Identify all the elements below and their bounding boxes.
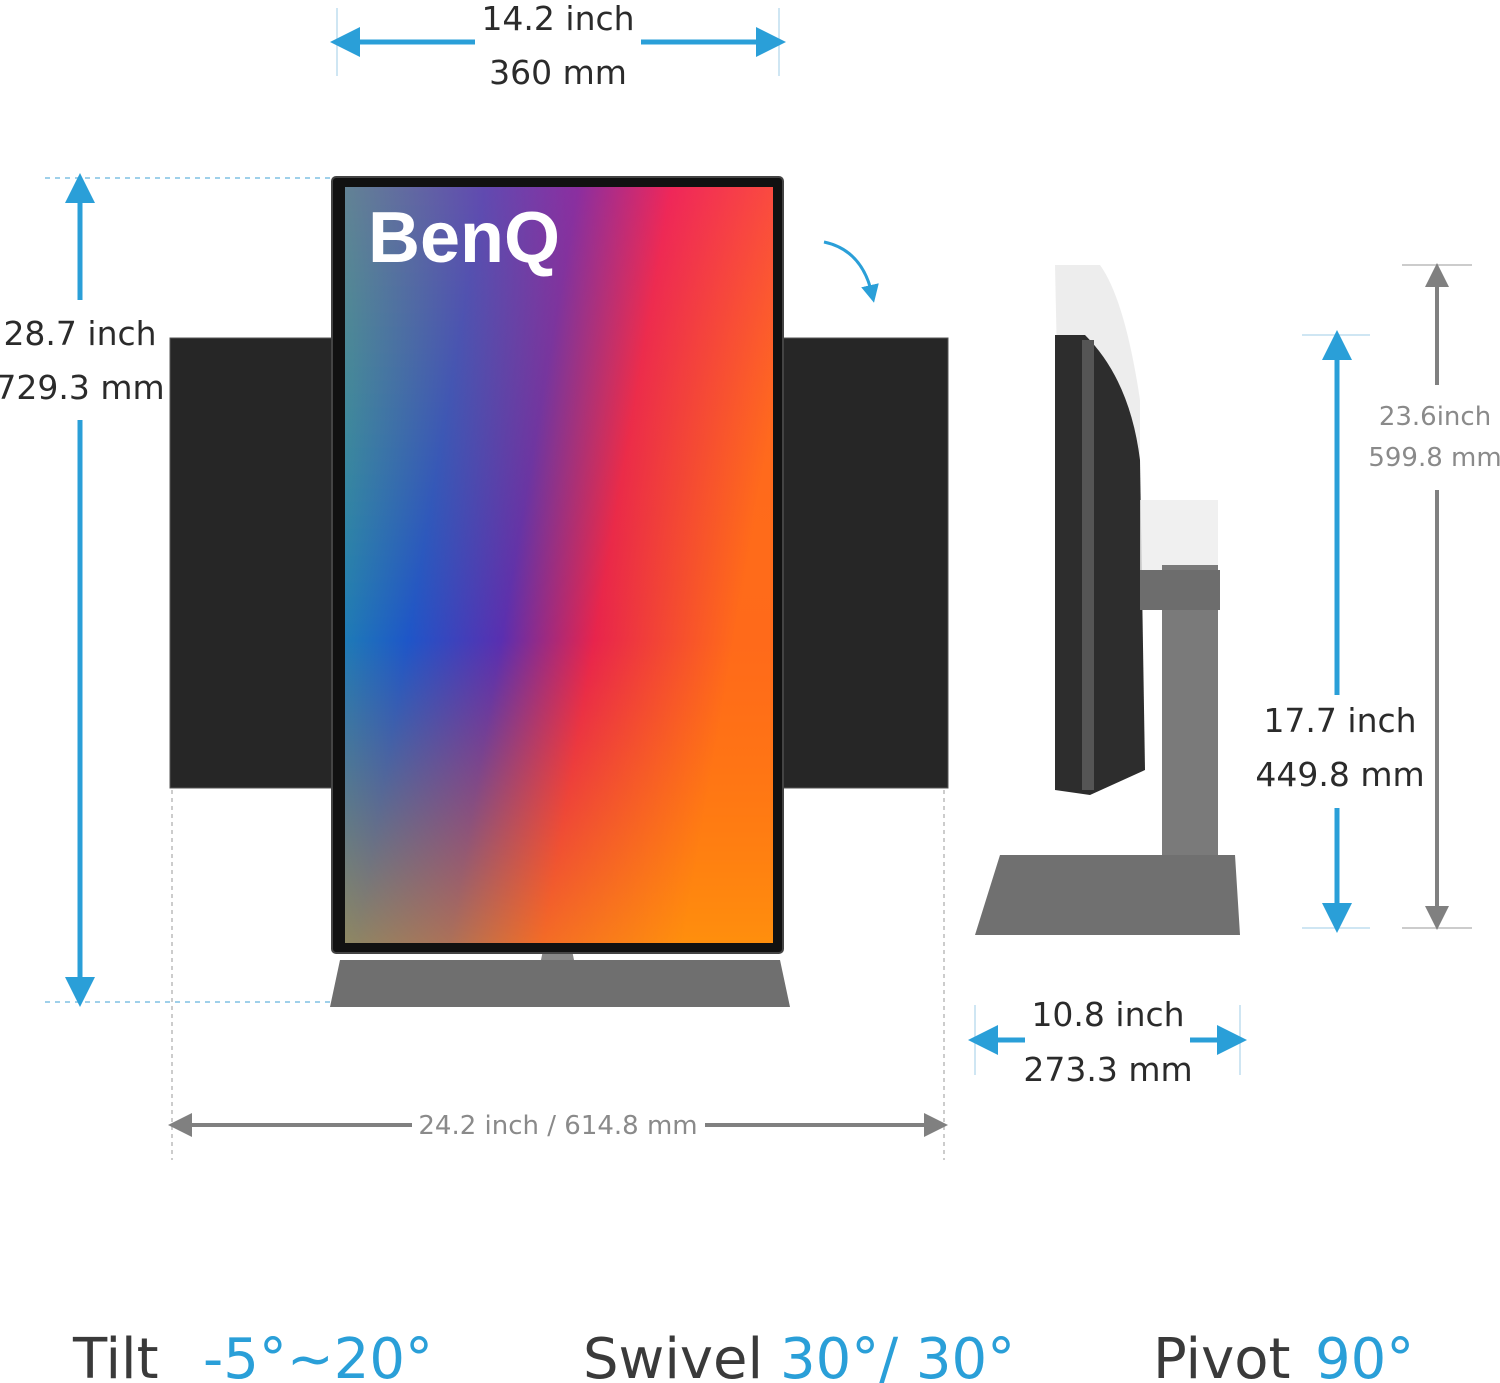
benq-logo: BenQ bbox=[368, 198, 560, 278]
monitor-side-view bbox=[975, 265, 1240, 935]
stand-base bbox=[330, 960, 790, 1007]
feature-value: -5°~20° bbox=[203, 1327, 433, 1383]
feature-label: Pivot bbox=[1153, 1327, 1290, 1383]
feature-value: 30°/ 30° bbox=[780, 1327, 1015, 1383]
adjust-height-dimension: 17.7 inch 449.8 mm bbox=[1255, 330, 1425, 933]
depth-dimension: 10.8 inch 273.3 mm bbox=[968, 995, 1247, 1089]
pivot-arrow-icon bbox=[823, 240, 879, 303]
depth-mm: 273.3 mm bbox=[1023, 1050, 1192, 1089]
max-height-mm: 729.3 mm bbox=[0, 368, 165, 407]
overall-width-label: 24.2 inch / 614.8 mm bbox=[418, 1111, 697, 1141]
side-stand-base bbox=[975, 855, 1240, 935]
feature-label: Swivel bbox=[583, 1327, 763, 1383]
portrait-monitor-front: BenQ bbox=[330, 176, 790, 1007]
feature-value: 90° bbox=[1315, 1327, 1414, 1383]
side-height-dimension: 23.6inch 599.8 mm bbox=[1368, 263, 1500, 930]
side-height-mm: 599.8 mm bbox=[1368, 443, 1500, 473]
screen-width-mm: 360 mm bbox=[489, 53, 627, 92]
feature-tilt: Tilt -5°~20° bbox=[72, 1327, 433, 1383]
overall-width-dimension: 24.2 inch / 614.8 mm bbox=[168, 790, 948, 1160]
max-height-inch: 28.7 inch bbox=[3, 314, 156, 353]
max-height-dimension: 28.7 inch 729.3 mm bbox=[0, 173, 330, 1007]
adjust-height-mm: 449.8 mm bbox=[1255, 755, 1424, 794]
feature-label: Tilt bbox=[72, 1327, 159, 1383]
adjust-height-inch: 17.7 inch bbox=[1263, 701, 1416, 740]
depth-inch: 10.8 inch bbox=[1031, 995, 1184, 1034]
screen-width-inch: 14.2 inch bbox=[481, 0, 634, 38]
side-height-inch: 23.6inch bbox=[1379, 402, 1491, 432]
screen-width-dimension: 14.2 inch 360 mm bbox=[330, 0, 786, 92]
feature-swivel: Swivel 30°/ 30° bbox=[583, 1327, 1015, 1383]
feature-pivot: Pivot 90° bbox=[1153, 1327, 1414, 1383]
